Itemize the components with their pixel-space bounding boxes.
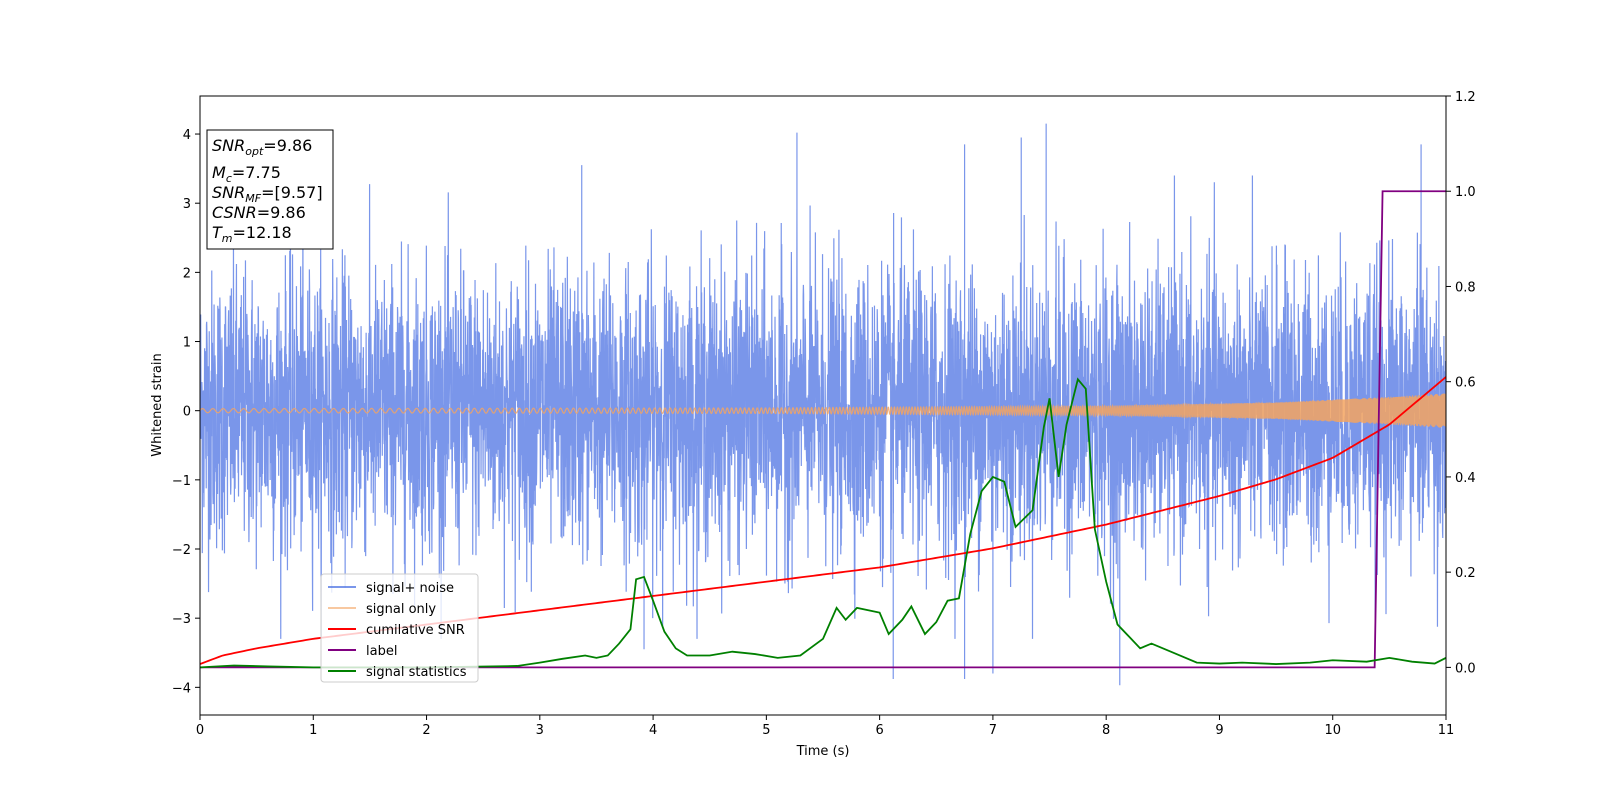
- series-signal-statistics-line: [200, 377, 1446, 669]
- annotation-tm: Tm=12.18: [212, 223, 292, 245]
- legend-items: signal+ noise signal only cumilative SNR la…: [328, 581, 467, 680]
- x-tick-label: 0: [196, 723, 204, 738]
- legend-item-signal-only: signal only: [366, 602, 436, 617]
- y-tick-label: 3: [183, 197, 191, 212]
- y-axis-label: Whitened strain: [150, 353, 165, 456]
- y-tick-label: 1: [183, 336, 191, 351]
- y-tick-label: −3: [172, 612, 191, 627]
- series-label-line: [200, 190, 1446, 669]
- y-tick-label: −4: [172, 681, 191, 696]
- x-tick-label: 3: [536, 723, 544, 738]
- y-tick-label: −1: [172, 474, 191, 489]
- annotation-snr-opt: SNRopt=9.86: [212, 136, 312, 158]
- x-tick-label: 6: [875, 723, 883, 738]
- y2-tick-label: 0.4: [1455, 471, 1476, 486]
- annotation-mc: Mc=7.75: [212, 163, 281, 185]
- x-tick-label: 1: [309, 723, 317, 738]
- annotation-snr-mf: SNRMF=[9.57]: [212, 183, 323, 205]
- x-axis-label: Time (s): [796, 744, 850, 759]
- y-axis-left: 4 3 2 1 0 −1 −2 −3 −4: [172, 128, 200, 696]
- y2-tick-label: 1.0: [1455, 185, 1476, 200]
- annotation-csnr: CSNR=9.86: [212, 203, 306, 222]
- legend-item-cumulative-snr: cumilative SNR: [366, 623, 465, 638]
- y2-tick-label: 0.6: [1455, 376, 1476, 391]
- legend: signal+ noise signal only cumilative SNR la…: [320, 573, 479, 683]
- x-axis: 0 1 2 3 4 5 6 7 8 9 10 11: [196, 715, 1454, 738]
- y2-tick-label: 0.2: [1455, 566, 1476, 581]
- x-tick-label: 9: [1215, 723, 1223, 738]
- legend-frame: [320, 573, 479, 683]
- x-tick-label: 8: [1102, 723, 1110, 738]
- plot-frame: [199, 95, 1447, 716]
- x-tick-label: 5: [762, 723, 770, 738]
- annotation-box: SNRopt=9.86 Mc=7.75 SNRMF=[9.57] CSNR=9.…: [206, 129, 334, 250]
- y2-tick-label: 1.2: [1455, 90, 1476, 105]
- y-tick-label: −2: [172, 543, 191, 558]
- x-tick-label: 11: [1438, 723, 1455, 738]
- x-tick-label: 7: [989, 723, 997, 738]
- y2-tick-label: 0.8: [1455, 280, 1476, 295]
- annotation-frame: [206, 129, 334, 250]
- y-tick-label: 0: [183, 405, 191, 420]
- x-tick-label: 2: [422, 723, 430, 738]
- y-axis-right: 1.2 1.0 0.8 0.6 0.4 0.2 0.0: [1446, 90, 1476, 676]
- x-tick-label: 10: [1324, 723, 1341, 738]
- y2-tick-label: 0.0: [1455, 661, 1476, 676]
- series-layer: [200, 123, 1446, 686]
- y-tick-label: 2: [183, 266, 191, 281]
- legend-item-signal-noise: signal+ noise: [366, 581, 454, 596]
- x-tick-label: 4: [649, 723, 657, 738]
- y-tick-label: 4: [183, 128, 191, 143]
- series-signal-only-line: [200, 393, 1446, 428]
- legend-item-signal-statistics: signal statistics: [366, 665, 467, 680]
- legend-item-label: label: [366, 644, 397, 659]
